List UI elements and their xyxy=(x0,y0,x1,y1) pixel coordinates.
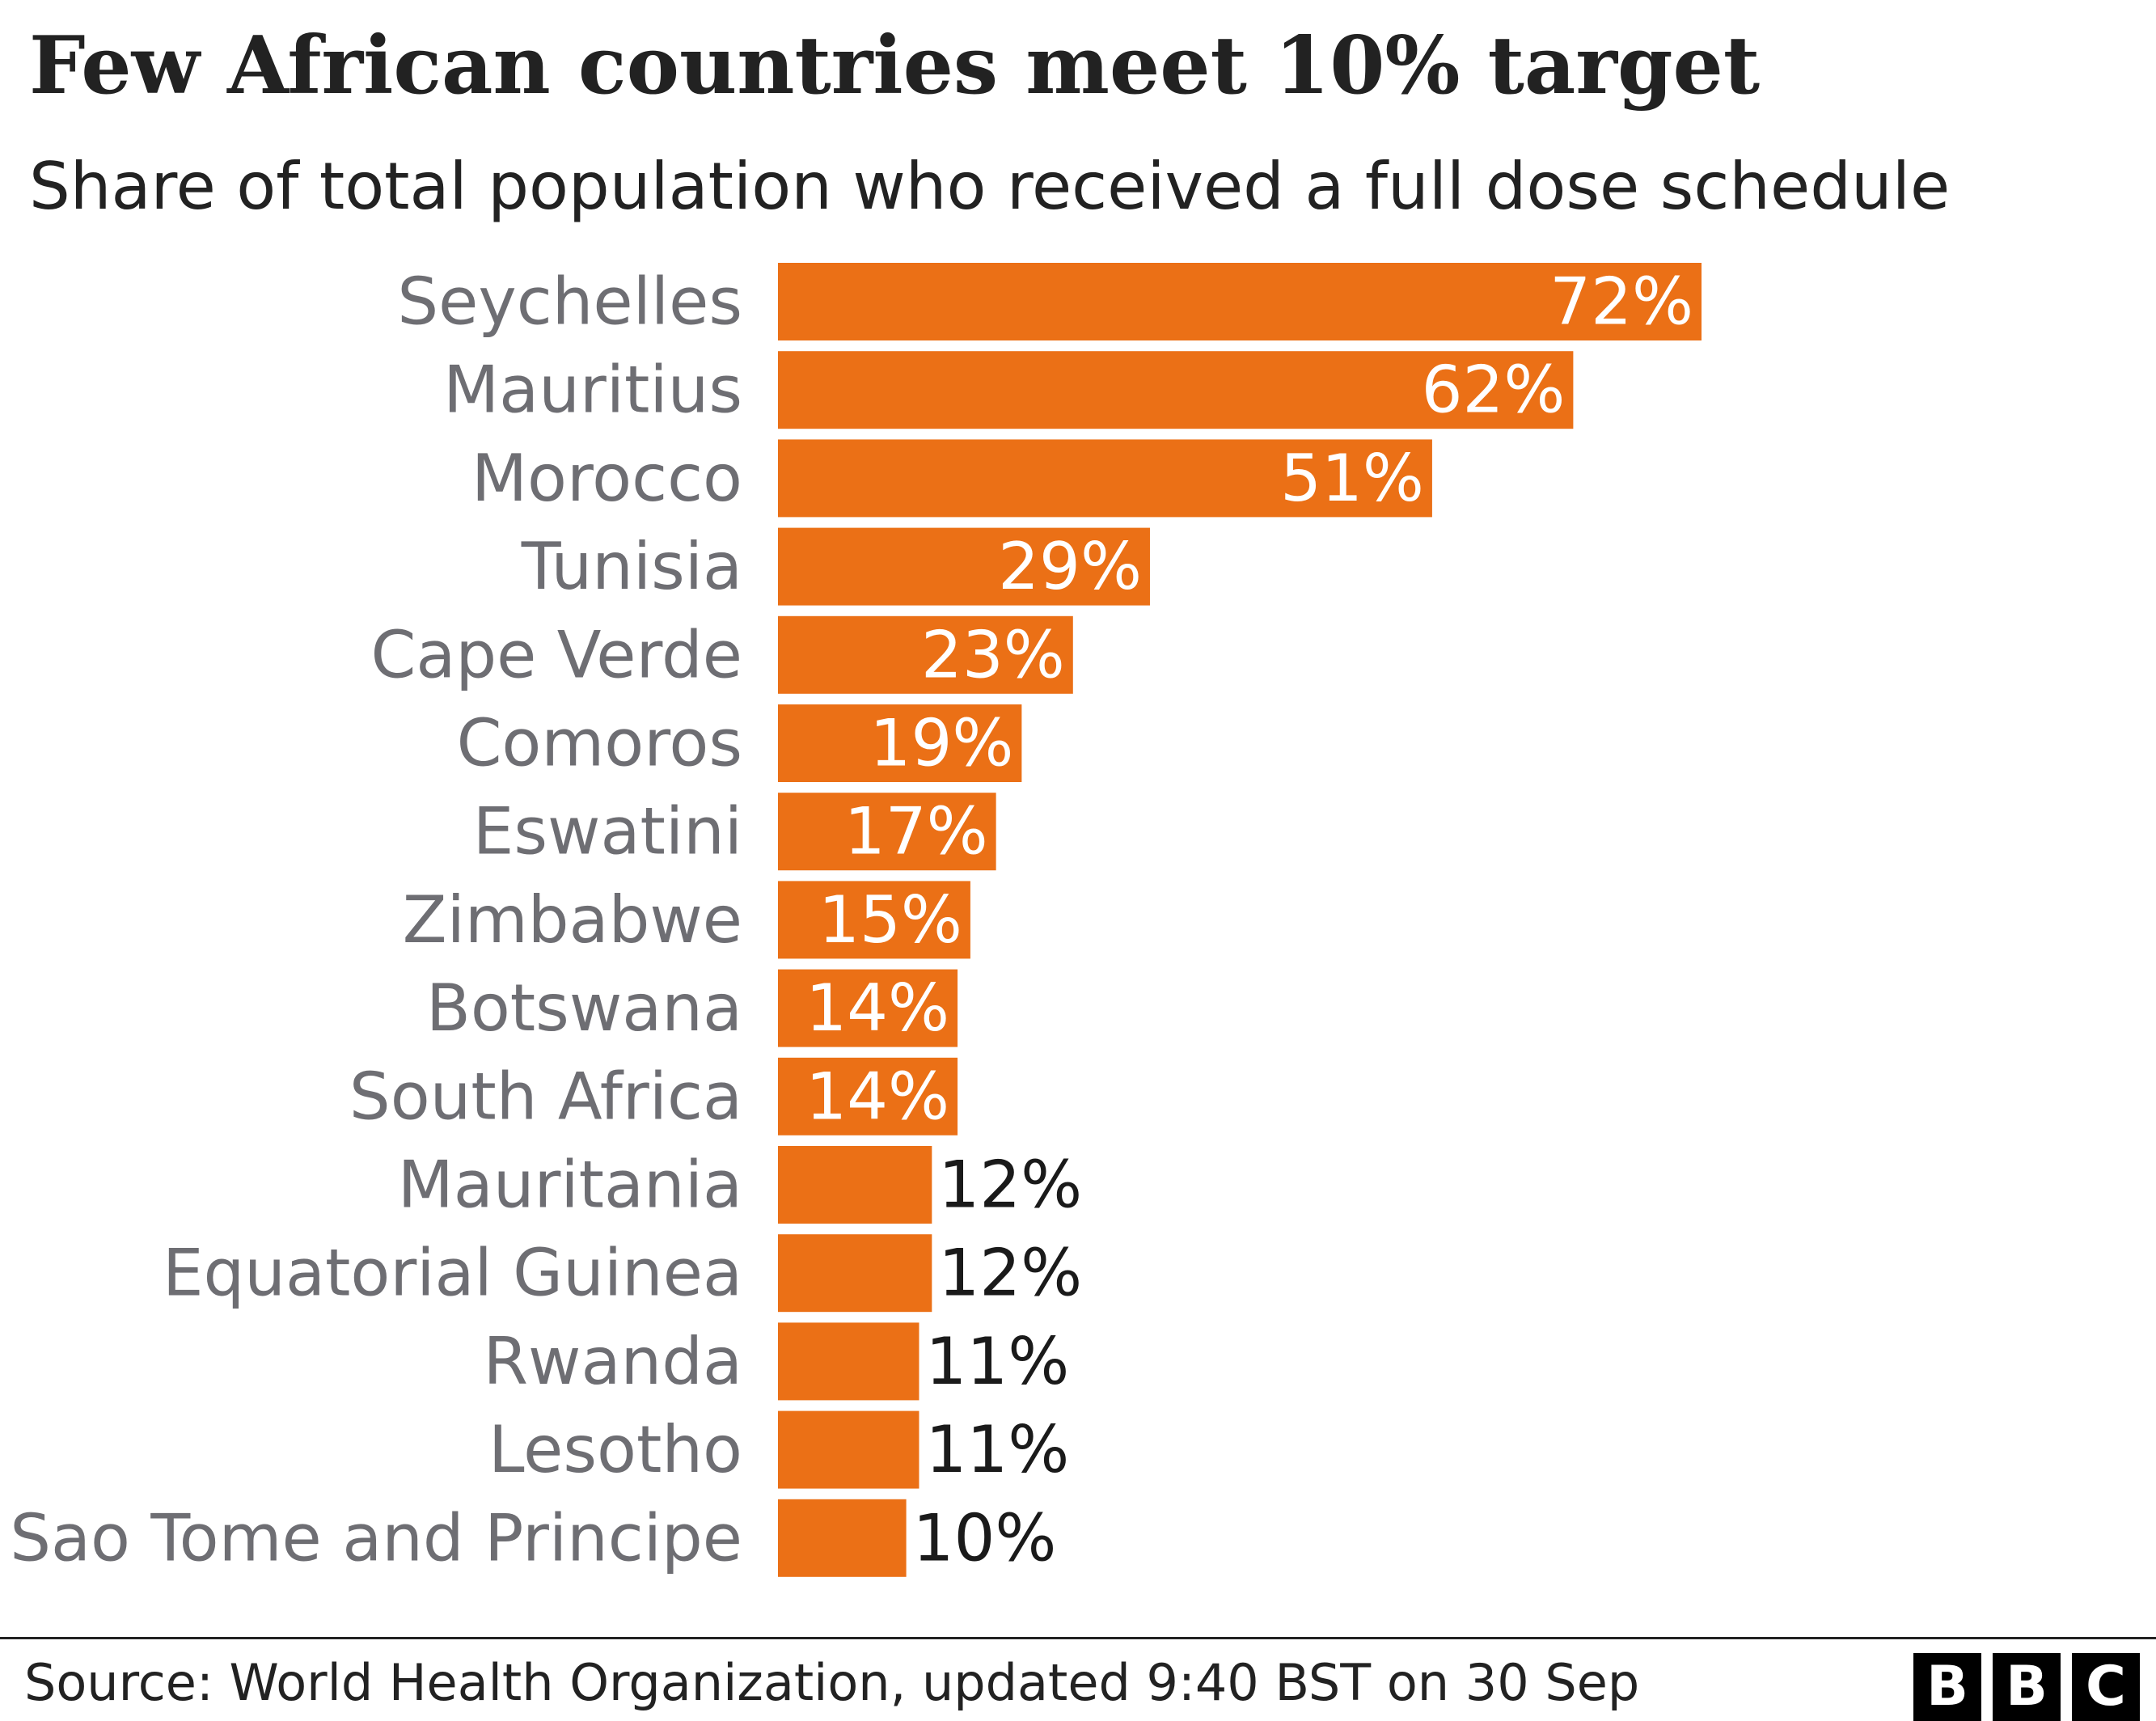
category-label: Morocco xyxy=(471,441,742,516)
chart-subtitle: Share of total population who received a… xyxy=(29,149,1951,224)
bar xyxy=(778,615,1073,694)
value-label: 51% xyxy=(1280,441,1424,516)
bar xyxy=(778,527,1150,606)
bar-row: South Africa 14% xyxy=(349,1057,958,1135)
logo-letter-b2: B xyxy=(1993,1653,2061,1721)
category-label: Mauritius xyxy=(443,353,742,428)
category-label: Rwanda xyxy=(483,1324,742,1399)
bar-row: Zimbabwe 15% xyxy=(403,881,970,959)
bar-row: Morocco 51% xyxy=(471,439,1432,518)
bar-row: Rwanda 11% xyxy=(483,1322,1069,1401)
bar xyxy=(778,1234,932,1313)
category-label: Lesotho xyxy=(488,1412,742,1487)
category-label: Sao Tome and Principe xyxy=(10,1500,742,1575)
bar xyxy=(778,969,958,1047)
source-note: Source: World Health Organization, updat… xyxy=(24,1653,1640,1712)
value-label: 11% xyxy=(925,1412,1069,1487)
category-label: Botswana xyxy=(426,970,742,1046)
bar-row: Lesotho 11% xyxy=(488,1410,1069,1489)
bar xyxy=(778,351,1574,429)
footer-divider xyxy=(0,1637,2156,1639)
category-label: Eswatini xyxy=(473,794,742,869)
bar-row: Equatorial Guinea 12% xyxy=(163,1234,1082,1313)
bar xyxy=(778,881,970,959)
value-label: 12% xyxy=(938,1236,1082,1311)
category-label: Equatorial Guinea xyxy=(163,1236,742,1311)
bar-row: Seychelles 72% xyxy=(397,263,1702,340)
value-label: 15% xyxy=(818,882,962,958)
chart-title: Few African countries meet 10% target xyxy=(29,19,1761,112)
logo-letter-c: C xyxy=(2072,1653,2140,1721)
value-label: 62% xyxy=(1422,353,1566,428)
bar-row: Comoros 19% xyxy=(457,704,1022,782)
value-label: 23% xyxy=(921,617,1065,692)
bar-row: Eswatini 17% xyxy=(473,793,996,871)
bar xyxy=(778,704,1022,782)
bar-row: Mauritania 12% xyxy=(398,1146,1082,1224)
category-label: Comoros xyxy=(457,706,742,781)
logo-letter-b1: B xyxy=(1913,1653,1981,1721)
value-label: 12% xyxy=(938,1148,1082,1223)
category-label: Tunisia xyxy=(521,529,742,604)
category-label: Mauritania xyxy=(398,1148,742,1223)
bar-row: Cape Verde 23% xyxy=(370,615,1073,694)
bar xyxy=(778,263,1702,340)
bar xyxy=(778,1146,932,1224)
category-label: Cape Verde xyxy=(370,617,742,692)
value-label: 14% xyxy=(805,1059,949,1134)
category-label: South Africa xyxy=(349,1059,742,1134)
category-label: Seychelles xyxy=(397,264,742,340)
value-label: 11% xyxy=(925,1324,1069,1399)
value-label: 19% xyxy=(870,706,1014,781)
bar-row: Tunisia 29% xyxy=(521,527,1150,606)
value-label: 72% xyxy=(1549,264,1693,340)
category-label: Zimbabwe xyxy=(403,882,742,958)
bbc-logo: B B C xyxy=(1913,1653,2140,1721)
bar xyxy=(778,439,1432,518)
bar-row: Botswana 14% xyxy=(426,969,958,1047)
value-label: 29% xyxy=(998,529,1142,604)
bar xyxy=(778,793,996,871)
value-label: 17% xyxy=(844,794,988,869)
bar xyxy=(778,1410,919,1489)
value-label: 14% xyxy=(805,970,949,1046)
bar xyxy=(778,1499,907,1577)
bar xyxy=(778,1057,958,1135)
value-label: 10% xyxy=(913,1500,1057,1575)
bar-row: Mauritius 62% xyxy=(443,351,1574,429)
bar xyxy=(778,1322,919,1401)
bar-row: Sao Tome and Principe 10% xyxy=(10,1499,1056,1577)
